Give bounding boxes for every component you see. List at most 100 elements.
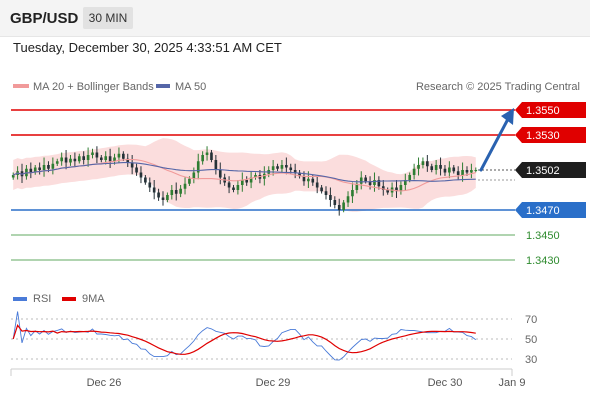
candle [289, 163, 293, 174]
candle [276, 163, 279, 171]
rsi-ma-legend: 9MA [82, 293, 105, 305]
candle [403, 173, 407, 191]
candle [77, 153, 81, 164]
candle [240, 172, 244, 192]
candle [456, 166, 460, 180]
candle [108, 148, 112, 168]
candle [205, 146, 209, 161]
candle [99, 155, 103, 163]
candle [320, 185, 323, 194]
candle [373, 172, 376, 192]
candle [452, 165, 456, 174]
candle [192, 167, 196, 184]
candle [280, 160, 284, 174]
price-level-label: 1.3430 [526, 255, 560, 267]
candle [42, 157, 46, 177]
bollinger-band [13, 138, 476, 212]
candle [461, 162, 464, 182]
rsi-legend: RSI [33, 293, 51, 305]
current-price-tag [515, 162, 586, 178]
candle [474, 167, 478, 173]
candle [329, 187, 332, 207]
candle [214, 155, 218, 175]
rsi-ma-legend-swatch [62, 297, 76, 301]
price-level-tag [515, 127, 586, 143]
candle [395, 180, 398, 198]
price-level-label: 1.3450 [526, 230, 560, 242]
price-level-label: 1.3470 [526, 205, 560, 217]
symbol-title: GBP/USD [10, 10, 79, 27]
candle [245, 176, 249, 186]
candle [152, 180, 156, 200]
x-tick-dec26: Dec 26 [87, 377, 122, 389]
candle [232, 185, 235, 193]
candle [285, 157, 288, 175]
candle [144, 175, 147, 185]
candle [421, 157, 425, 169]
forecast-arrowhead [501, 108, 514, 125]
candle [443, 165, 447, 176]
candle [293, 163, 297, 179]
candle [227, 176, 231, 194]
candle [82, 151, 86, 165]
rsi-legend-swatch [13, 297, 27, 301]
candle [135, 163, 138, 176]
candle [166, 192, 169, 203]
candle [60, 152, 63, 166]
candle [412, 163, 416, 180]
candle [434, 160, 438, 175]
candle [179, 185, 182, 198]
candle [196, 153, 200, 180]
candle [417, 157, 420, 176]
candle [148, 177, 152, 192]
candle [236, 180, 240, 195]
candle [346, 191, 350, 207]
ma50-line [12, 162, 476, 183]
forecast-arrow [479, 108, 514, 172]
x-tick-dec29: Dec 29 [256, 377, 291, 389]
candle [201, 151, 204, 165]
timeframe-button[interactable]: 30 MIN [83, 7, 133, 29]
forecast-arrow-shaft [479, 117, 510, 172]
candle [161, 191, 165, 206]
candle [139, 166, 143, 184]
candle [439, 157, 442, 176]
candle [157, 188, 160, 201]
candle [448, 161, 451, 179]
candle [218, 162, 222, 185]
ma-legend-swatch [13, 84, 29, 88]
candle [210, 150, 213, 163]
x-tick-dec30: Dec 30 [428, 377, 463, 389]
candle [69, 155, 72, 166]
candle [130, 155, 134, 175]
current-price-label: 1.3502 [526, 165, 560, 177]
level-labels: 1.3550 1.3530 1.3470 1.3450 1.3430 1.3502 [515, 102, 586, 267]
price-level-tag [515, 102, 586, 118]
candle [386, 187, 390, 195]
candle [86, 147, 90, 167]
candle [315, 176, 319, 194]
candle [426, 155, 429, 172]
candle [91, 148, 94, 159]
candle [324, 186, 328, 200]
candle [170, 185, 174, 200]
candle [11, 172, 15, 180]
x-tick-jan9: Jan 9 [499, 377, 526, 389]
candle [368, 176, 372, 190]
price-level-label: 1.3530 [526, 130, 560, 142]
timestamp: Tuesday, December 30, 2025 4:33:51 AM CE… [13, 40, 282, 55]
candle [183, 177, 187, 195]
price-level-label: 1.3550 [526, 105, 560, 117]
candle [95, 146, 99, 164]
chart-header: GBP/USD 30 MIN [0, 0, 590, 37]
rsi-panel: 70 50 30 [11, 311, 537, 366]
price-levels [11, 109, 515, 261]
price-level-tag [515, 202, 586, 218]
candle [249, 171, 253, 189]
candle [333, 196, 337, 209]
ma50-legend-swatch [156, 84, 170, 88]
copyright-credit: Research © 2025 Trading Central [416, 81, 580, 93]
candle [337, 198, 341, 216]
